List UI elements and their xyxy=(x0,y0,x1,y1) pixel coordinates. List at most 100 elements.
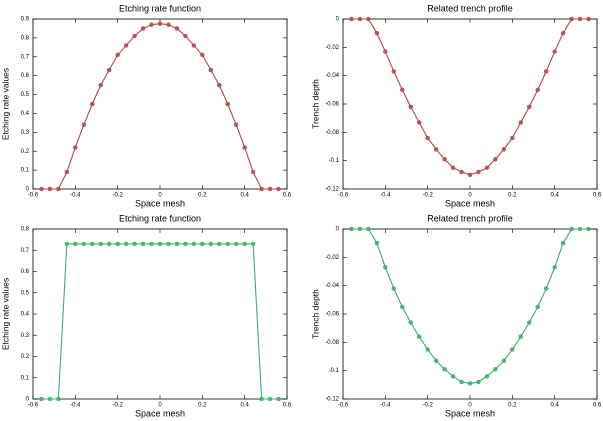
point xyxy=(459,379,464,385)
point xyxy=(535,87,540,93)
point xyxy=(98,241,103,247)
point xyxy=(174,241,180,247)
point xyxy=(149,22,154,27)
point xyxy=(357,226,363,232)
x-tick-label: 0.4 xyxy=(550,403,559,409)
point xyxy=(123,241,129,247)
point xyxy=(484,374,490,379)
y-tick-label: 0 xyxy=(26,187,30,193)
point xyxy=(349,16,354,22)
point xyxy=(493,157,498,162)
point xyxy=(242,145,247,150)
y-tick-label: 0 xyxy=(336,17,340,23)
x-tick-label: -0.4 xyxy=(380,403,391,409)
point xyxy=(259,396,264,402)
point xyxy=(552,265,557,270)
x-tick-label: -0.2 xyxy=(112,403,123,409)
point xyxy=(366,226,371,232)
y-tick-label: 0.9 xyxy=(21,17,30,23)
point xyxy=(391,286,397,291)
x-tick-label: 0.6 xyxy=(593,193,602,199)
y-tick-label: -0.02 xyxy=(325,255,339,261)
chart-title: Etching rate function xyxy=(119,3,201,13)
y-tick-label: 0.8 xyxy=(21,227,30,233)
point xyxy=(267,186,273,192)
point xyxy=(586,226,591,232)
point xyxy=(73,241,78,247)
y-axis-label: Etching rate values xyxy=(0,68,10,140)
x-tick-label: -0.2 xyxy=(422,403,433,409)
series-line xyxy=(351,228,589,384)
y-tick-label: -0.12 xyxy=(325,397,339,403)
y-tick-label: 0.4 xyxy=(21,312,30,318)
point xyxy=(39,186,44,192)
point xyxy=(408,104,413,110)
point xyxy=(425,135,430,141)
x-tick-label: -0.4 xyxy=(70,193,81,199)
point xyxy=(183,33,188,39)
point xyxy=(267,396,273,402)
y-tick-label: -0.06 xyxy=(325,312,339,318)
point xyxy=(552,49,557,54)
x-tick-label: 0.6 xyxy=(593,403,602,409)
x-tick-label: -0.2 xyxy=(422,193,433,199)
point xyxy=(39,396,44,402)
y-tick-label: 0.7 xyxy=(21,54,30,60)
point xyxy=(132,241,137,247)
x-tick-label: 0.2 xyxy=(198,193,207,199)
point xyxy=(527,320,532,325)
plot-frame xyxy=(32,18,288,190)
point xyxy=(450,374,456,379)
x-tick-label: 0.2 xyxy=(508,193,517,199)
y-tick-label: 0.4 xyxy=(21,111,30,117)
point xyxy=(383,265,388,270)
x-axis-label: Space mesh xyxy=(135,198,185,208)
point xyxy=(64,241,70,247)
point xyxy=(140,26,146,31)
point xyxy=(73,145,78,150)
y-tick-label: 0.2 xyxy=(21,149,30,155)
x-tick-label: 0 xyxy=(468,403,472,409)
point xyxy=(484,165,490,170)
point xyxy=(383,49,388,54)
point xyxy=(450,165,456,170)
point xyxy=(259,186,264,192)
point xyxy=(47,396,53,402)
point xyxy=(250,169,256,175)
point xyxy=(433,147,439,152)
chart-title: Related trench profile xyxy=(427,213,513,223)
y-tick-label: 0.6 xyxy=(21,73,30,79)
point xyxy=(408,320,413,325)
point xyxy=(577,16,583,22)
point xyxy=(501,147,507,152)
x-tick-label: -0.4 xyxy=(70,403,81,409)
chart-title: Related trench profile xyxy=(427,3,513,13)
point xyxy=(81,122,87,128)
y-tick-label: 0.8 xyxy=(21,35,30,41)
y-tick-label: -0.08 xyxy=(325,340,339,346)
point xyxy=(518,120,524,125)
point xyxy=(569,226,574,232)
x-tick-label: 0 xyxy=(158,193,162,199)
point xyxy=(200,241,205,247)
point xyxy=(510,135,515,141)
point xyxy=(191,241,197,247)
point xyxy=(115,241,120,247)
point xyxy=(535,304,540,310)
point xyxy=(208,241,214,247)
x-tick-label: 0.6 xyxy=(283,193,292,199)
point xyxy=(349,226,354,232)
point xyxy=(425,347,430,352)
y-tick-label: -0.12 xyxy=(325,187,339,193)
point xyxy=(560,240,566,246)
x-tick-label: -0.2 xyxy=(112,193,123,199)
x-tick-label: -0.4 xyxy=(380,193,391,199)
point xyxy=(501,358,507,363)
point xyxy=(459,169,464,175)
y-axis-label: Etching rate values xyxy=(0,278,10,350)
x-tick-label: 0.4 xyxy=(240,193,249,199)
point xyxy=(442,157,447,162)
point xyxy=(416,120,422,125)
y-tick-label: 0.6 xyxy=(21,269,30,275)
point xyxy=(47,186,53,192)
